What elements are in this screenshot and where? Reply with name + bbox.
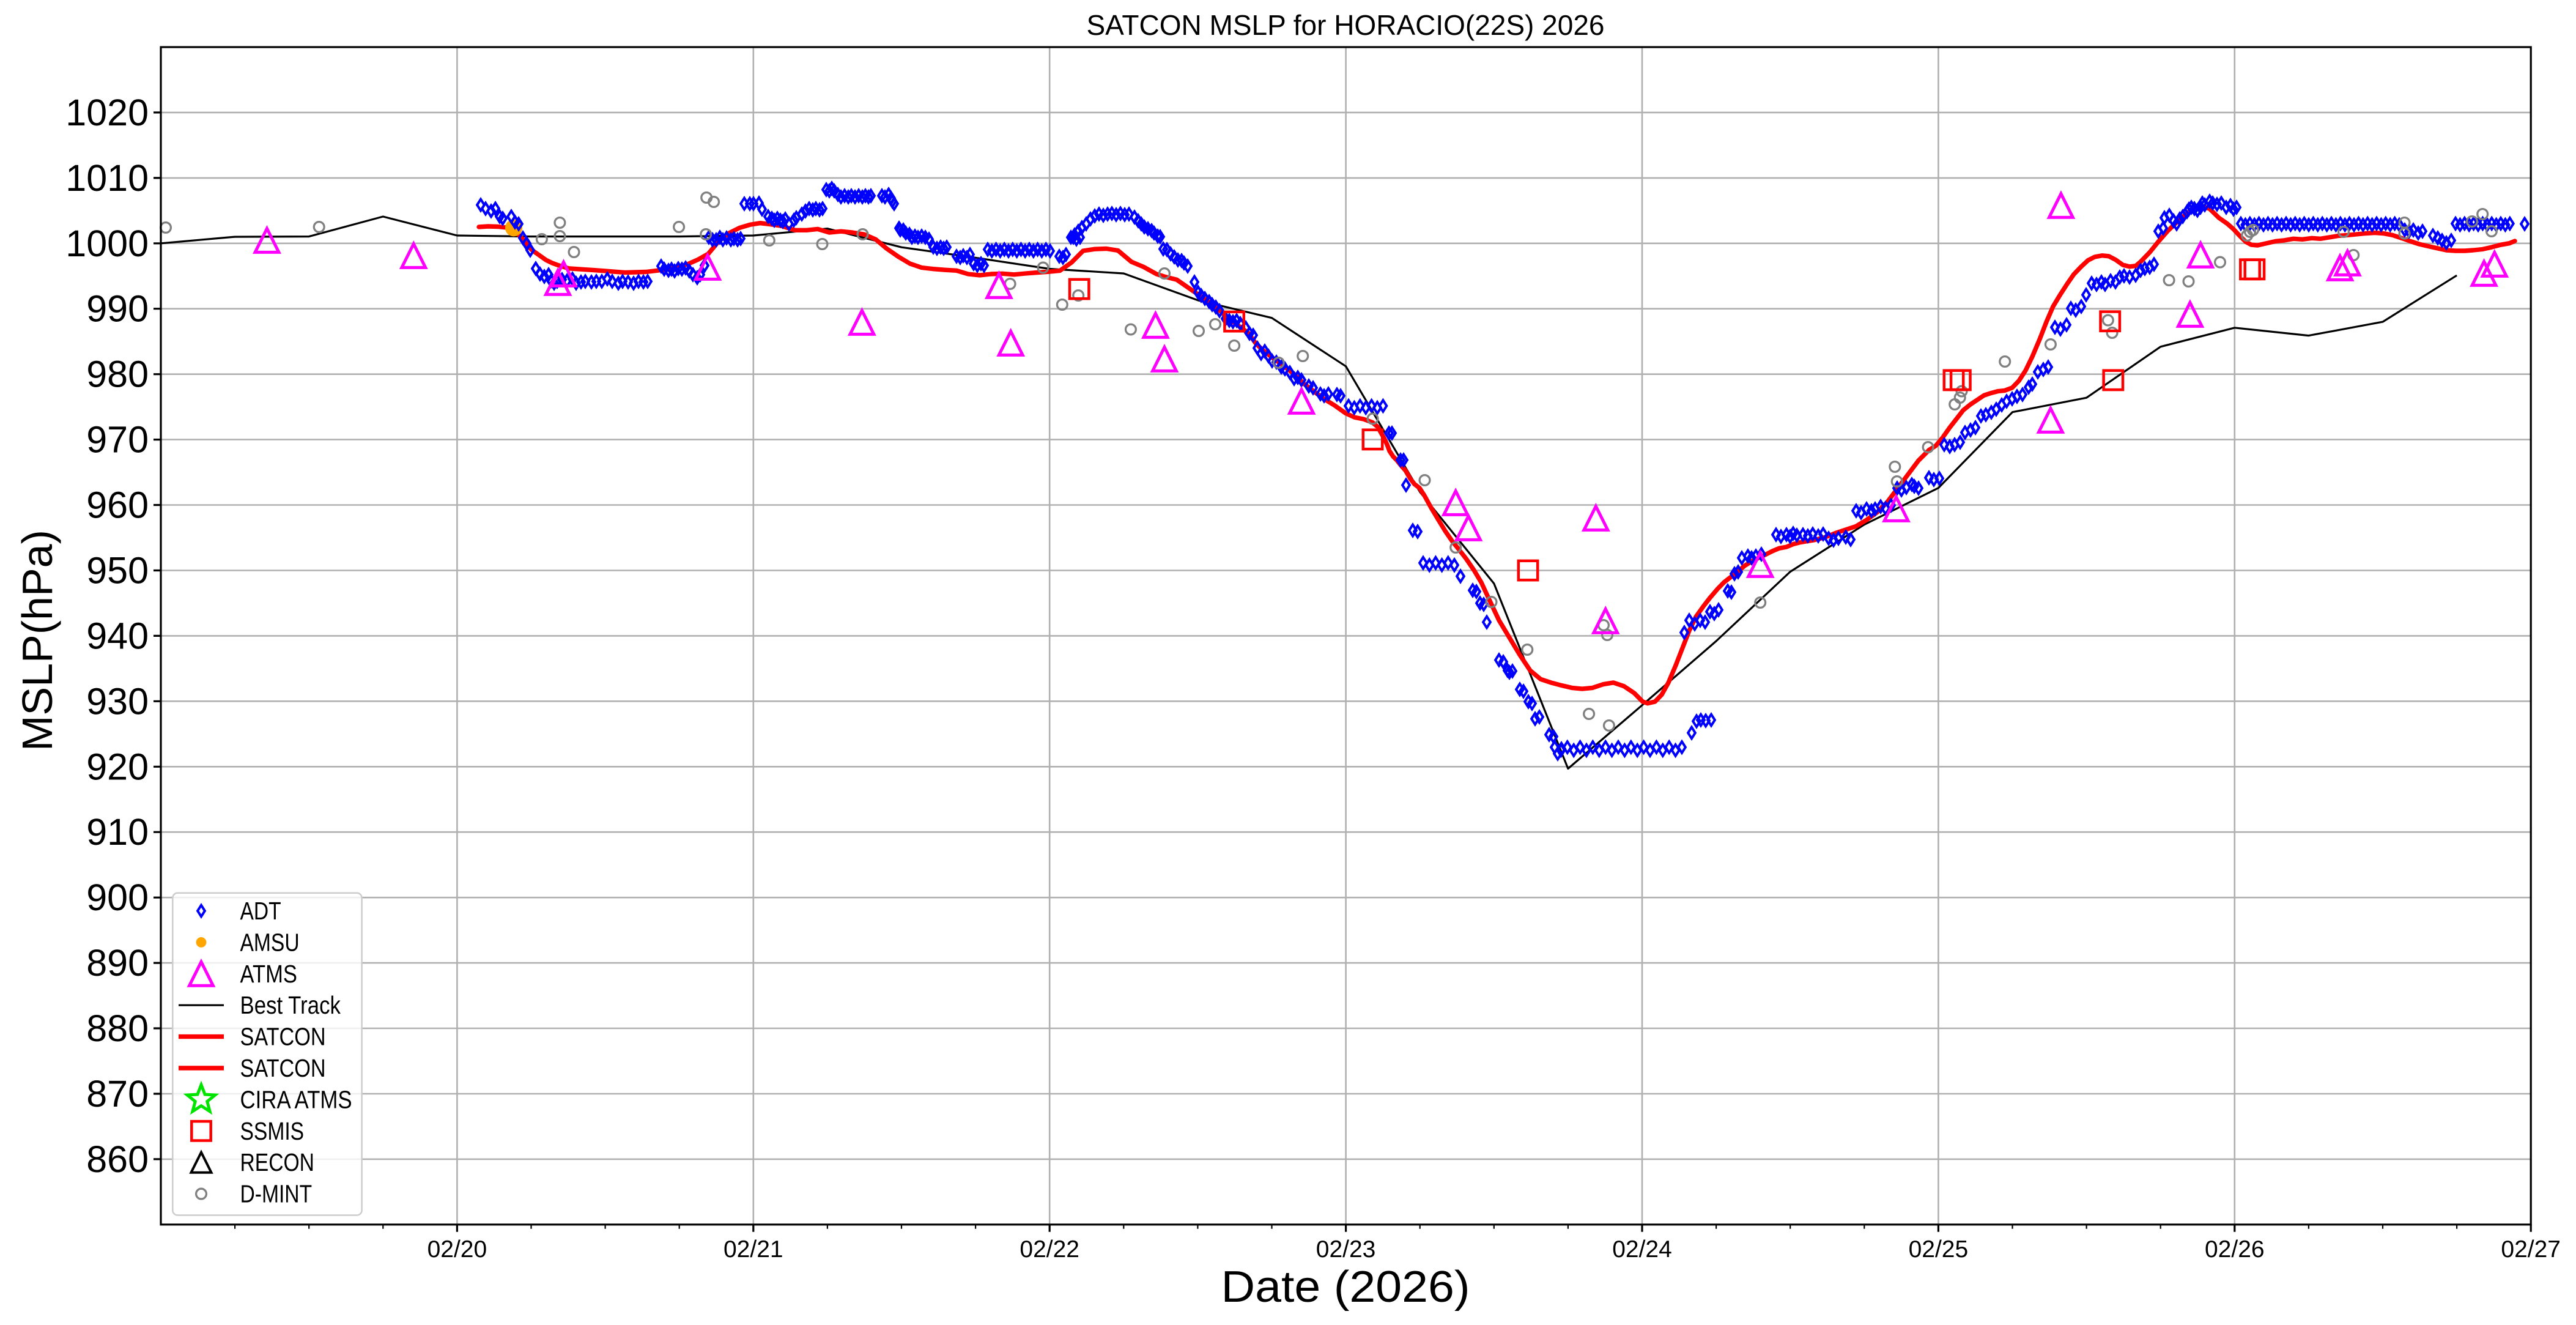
svg-text:Date (2026): Date (2026) bbox=[1221, 1263, 1470, 1312]
svg-text:870: 870 bbox=[86, 1073, 149, 1115]
svg-text:920: 920 bbox=[86, 746, 149, 787]
svg-text:CIRA ATMS: CIRA ATMS bbox=[240, 1085, 352, 1113]
svg-text:ADT: ADT bbox=[240, 897, 281, 925]
svg-text:950: 950 bbox=[86, 550, 149, 592]
svg-text:970: 970 bbox=[86, 419, 149, 461]
svg-text:890: 890 bbox=[86, 942, 149, 984]
svg-text:980: 980 bbox=[86, 354, 149, 395]
svg-text:Best Track: Best Track bbox=[240, 991, 341, 1019]
svg-text:880: 880 bbox=[86, 1008, 149, 1049]
svg-text:1020: 1020 bbox=[65, 92, 149, 133]
svg-text:02/22: 02/22 bbox=[1020, 1236, 1079, 1263]
svg-text:02/27: 02/27 bbox=[2501, 1236, 2561, 1263]
svg-text:02/20: 02/20 bbox=[427, 1236, 487, 1263]
svg-text:900: 900 bbox=[86, 877, 149, 918]
svg-text:860: 860 bbox=[86, 1138, 149, 1180]
svg-text:1000: 1000 bbox=[65, 223, 149, 264]
svg-text:1010: 1010 bbox=[65, 157, 149, 199]
svg-text:02/25: 02/25 bbox=[1909, 1236, 1969, 1263]
svg-text:910: 910 bbox=[86, 811, 149, 853]
svg-text:SATCON: SATCON bbox=[240, 1023, 326, 1051]
svg-text:SATCON: SATCON bbox=[240, 1054, 326, 1082]
svg-text:02/21: 02/21 bbox=[724, 1236, 783, 1263]
svg-text:MSLP(hPa): MSLP(hPa) bbox=[13, 530, 61, 751]
svg-text:02/23: 02/23 bbox=[1316, 1236, 1376, 1263]
svg-text:AMSU: AMSU bbox=[240, 928, 300, 956]
svg-text:02/26: 02/26 bbox=[2205, 1236, 2265, 1263]
svg-text:990: 990 bbox=[86, 288, 149, 330]
svg-text:D-MINT: D-MINT bbox=[240, 1180, 313, 1208]
svg-text:ATMS: ATMS bbox=[240, 960, 297, 988]
svg-text:RECON: RECON bbox=[240, 1148, 314, 1176]
svg-text:SATCON MSLP for HORACIO(22S) 2: SATCON MSLP for HORACIO(22S) 2026 bbox=[1086, 9, 1604, 41]
svg-text:930: 930 bbox=[86, 680, 149, 722]
svg-text:SSMIS: SSMIS bbox=[240, 1117, 305, 1145]
svg-text:960: 960 bbox=[86, 484, 149, 526]
svg-text:02/24: 02/24 bbox=[1612, 1236, 1672, 1263]
svg-text:940: 940 bbox=[86, 615, 149, 656]
